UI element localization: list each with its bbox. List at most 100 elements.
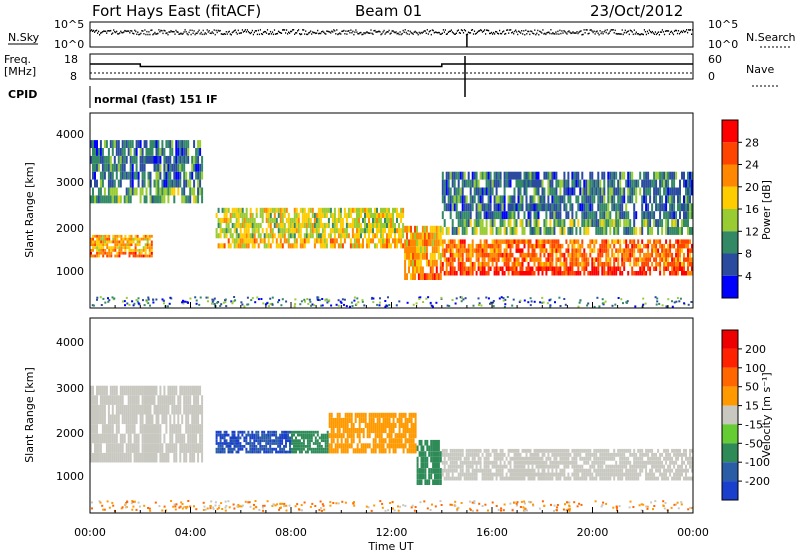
power-cell (249, 233, 252, 239)
velocity-cell (96, 414, 98, 425)
power-cell (507, 239, 510, 244)
power-cell (124, 246, 127, 249)
power-cell (279, 233, 282, 239)
velocity-cell (155, 404, 158, 415)
noise-point (180, 32, 182, 34)
noise-point (101, 31, 103, 34)
noise-point (568, 30, 570, 32)
velocity-cell (441, 448, 444, 453)
power-cell (105, 195, 108, 204)
power-noise-cell (313, 304, 316, 307)
noise-point (182, 32, 184, 35)
power-cell (565, 248, 568, 253)
power-noise-cell (146, 300, 149, 303)
power-cell (271, 217, 274, 223)
velocity-cell (455, 476, 458, 481)
power-cell (142, 254, 145, 258)
velocity-cell (451, 464, 454, 469)
power-cell (323, 212, 326, 218)
velocity-cell (183, 452, 186, 463)
power-cell (487, 266, 490, 271)
noise-point (473, 30, 476, 32)
velocity-cell (298, 439, 301, 443)
power-cell (435, 225, 438, 233)
power-noise-cell (490, 301, 492, 304)
power-cell (569, 187, 572, 196)
power-cell (635, 257, 638, 262)
velocity-cell (471, 464, 474, 469)
velocity-cell (420, 462, 423, 468)
power-cell (617, 219, 620, 227)
power-cell (123, 163, 126, 172)
power-cell (483, 227, 486, 235)
power-cell (583, 195, 586, 204)
power-cell (123, 155, 126, 164)
power-cell (615, 257, 618, 262)
power-cell (657, 239, 660, 244)
power-cell (138, 240, 141, 244)
power-cell (175, 140, 178, 148)
power-cell (301, 238, 304, 244)
velocity-cell (302, 430, 305, 434)
power-cell (113, 179, 116, 188)
velocity-cell (471, 448, 474, 453)
power-cell (483, 262, 486, 267)
power-cell (271, 238, 274, 244)
power-cell (237, 207, 240, 213)
velocity-cell (183, 385, 186, 396)
velocity-cell (219, 436, 222, 440)
power-cell (419, 239, 422, 247)
noise-point (547, 31, 549, 34)
power-cell (124, 237, 127, 241)
power-cell (517, 171, 520, 180)
power-cell (449, 252, 452, 258)
power-noise-cell (506, 296, 509, 298)
power-noise-cell (325, 298, 328, 301)
velocity-cell (441, 452, 444, 457)
velocity-cell (308, 445, 311, 448)
power-cell (125, 171, 128, 180)
velocity-cell (103, 424, 106, 434)
noise-point (437, 31, 439, 34)
power-cell (527, 203, 530, 212)
noise-point (178, 33, 180, 35)
velocity-cell (465, 476, 468, 481)
power-cell (116, 251, 119, 255)
power-cell (243, 243, 246, 249)
velocity-cell (267, 450, 270, 454)
power-cell (545, 203, 548, 212)
power-cell (185, 155, 188, 164)
velocity-cell (376, 433, 379, 439)
power-cell (289, 243, 292, 249)
noise-point (196, 32, 198, 35)
noise-point (371, 32, 373, 35)
power-cell (531, 243, 534, 249)
velocity-cell (420, 445, 423, 452)
velocity-cell (99, 414, 102, 425)
power-cell (503, 271, 506, 276)
power-cell (153, 140, 156, 148)
power-cell (380, 233, 382, 239)
velocity-cell (306, 447, 309, 451)
power-noise-cell (464, 297, 467, 300)
velocity-cell (119, 395, 122, 405)
power-cell (587, 243, 590, 249)
power-cell (370, 238, 372, 244)
power-cell (531, 248, 534, 253)
power-cell (299, 238, 302, 244)
power-cell (384, 207, 386, 213)
power-cell (429, 273, 432, 280)
power-cell (565, 266, 568, 271)
power-cell (481, 187, 484, 196)
power-noise-cell (269, 303, 272, 305)
power-cell (603, 211, 606, 220)
noise-point (650, 31, 652, 34)
power-cell (683, 252, 685, 258)
velocity-cell (99, 433, 102, 444)
power-cell (414, 252, 416, 260)
power-cell (372, 228, 374, 234)
power-cell (615, 219, 618, 227)
power-cell (657, 171, 660, 180)
power-cell (261, 207, 264, 213)
power-cell (509, 239, 512, 244)
